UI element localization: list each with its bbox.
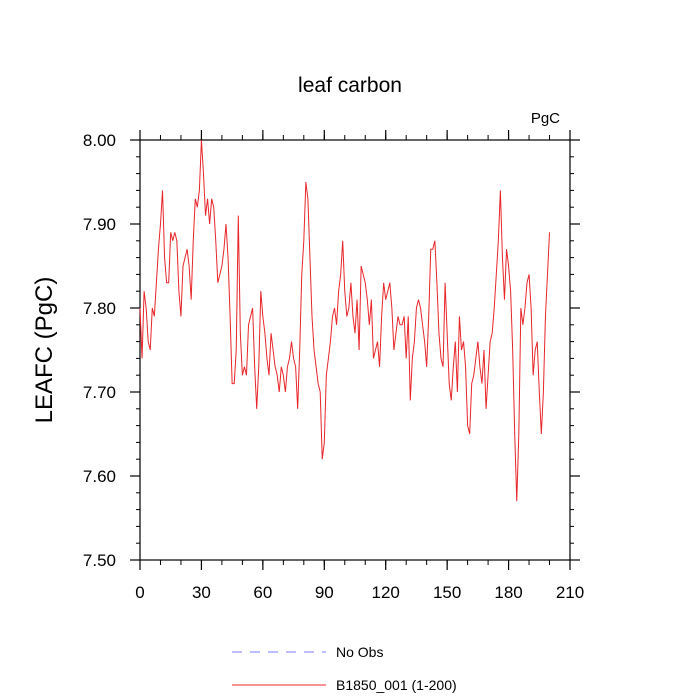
legend: No Obs B1850_001 (1-200)	[232, 644, 457, 693]
y-axis: 7.50 7.60 7.70 7.80 7.90 8.00	[83, 131, 580, 570]
legend-label-no-obs: No Obs	[336, 644, 383, 660]
x-tick-label: 0	[135, 583, 144, 602]
y-tick-label: 7.80	[83, 299, 116, 318]
x-axis: 0 30 60 90 120 150 180 210	[135, 130, 584, 602]
x-tick-label: 180	[494, 583, 522, 602]
y-tick-label: 7.90	[83, 215, 116, 234]
x-tick-label: 90	[315, 583, 334, 602]
units-label: PgC	[531, 110, 560, 127]
y-tick-label: 8.00	[83, 131, 116, 150]
x-tick-label: 120	[372, 583, 400, 602]
x-tick-label: 150	[433, 583, 461, 602]
y-tick-label: 7.60	[83, 467, 116, 486]
series-layer	[139, 139, 551, 502]
series-line-b1850-001	[139, 139, 551, 502]
x-tick-label: 210	[556, 583, 584, 602]
x-tick-label: 60	[253, 583, 272, 602]
y-axis-label: LEAFC (PgC)	[31, 277, 58, 424]
plot-frame	[139, 139, 571, 561]
y-tick-label: 7.50	[83, 551, 116, 570]
x-tick-label: 30	[192, 583, 211, 602]
y-tick-label: 7.70	[83, 383, 116, 402]
plot-area	[139, 139, 571, 561]
legend-label-b1850: B1850_001 (1-200)	[336, 677, 457, 693]
chart-title: leaf carbon	[298, 74, 402, 97]
